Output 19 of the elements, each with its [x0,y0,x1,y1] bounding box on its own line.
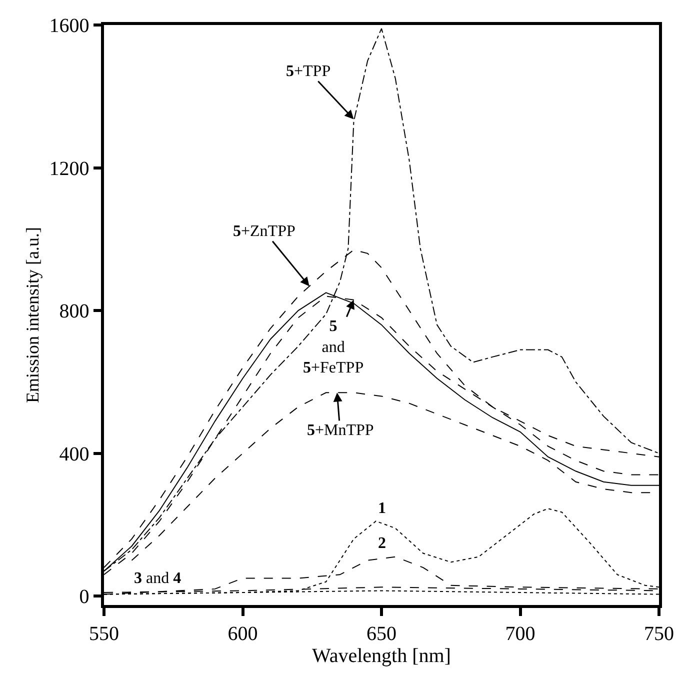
annotation: 2 [378,535,386,552]
annotation: 5 and 5+FeTPP [303,318,364,377]
annotation: 3 and 4 [134,570,182,587]
x-tick-label: 550 [89,622,119,645]
y-tick-label: 1200 [49,158,90,180]
x-tick-label: 650 [366,622,396,645]
x-tick-label: 700 [505,622,536,645]
x-tick-label: 600 [228,622,258,645]
annotation: 5+MnTPP [307,422,374,439]
y-tick-label: 400 [59,443,90,466]
y-tick-label: 800 [59,300,90,323]
y-axis-title: Emission intensity [a.u.] [22,227,42,403]
annotation: 5+TPP [286,63,331,80]
x-tick-label: 750 [644,622,674,645]
annotation: 5+ZnTPP [233,223,296,240]
y-tick-label: 0 [79,586,90,608]
y-tick-label: 1600 [49,15,90,37]
x-axis-title: Wavelength [nm] [312,644,451,667]
annotation: 1 [378,500,386,517]
